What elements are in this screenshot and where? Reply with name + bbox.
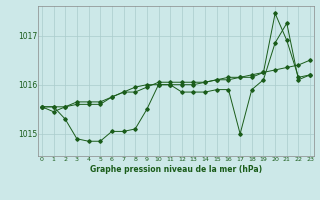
X-axis label: Graphe pression niveau de la mer (hPa): Graphe pression niveau de la mer (hPa) xyxy=(90,165,262,174)
